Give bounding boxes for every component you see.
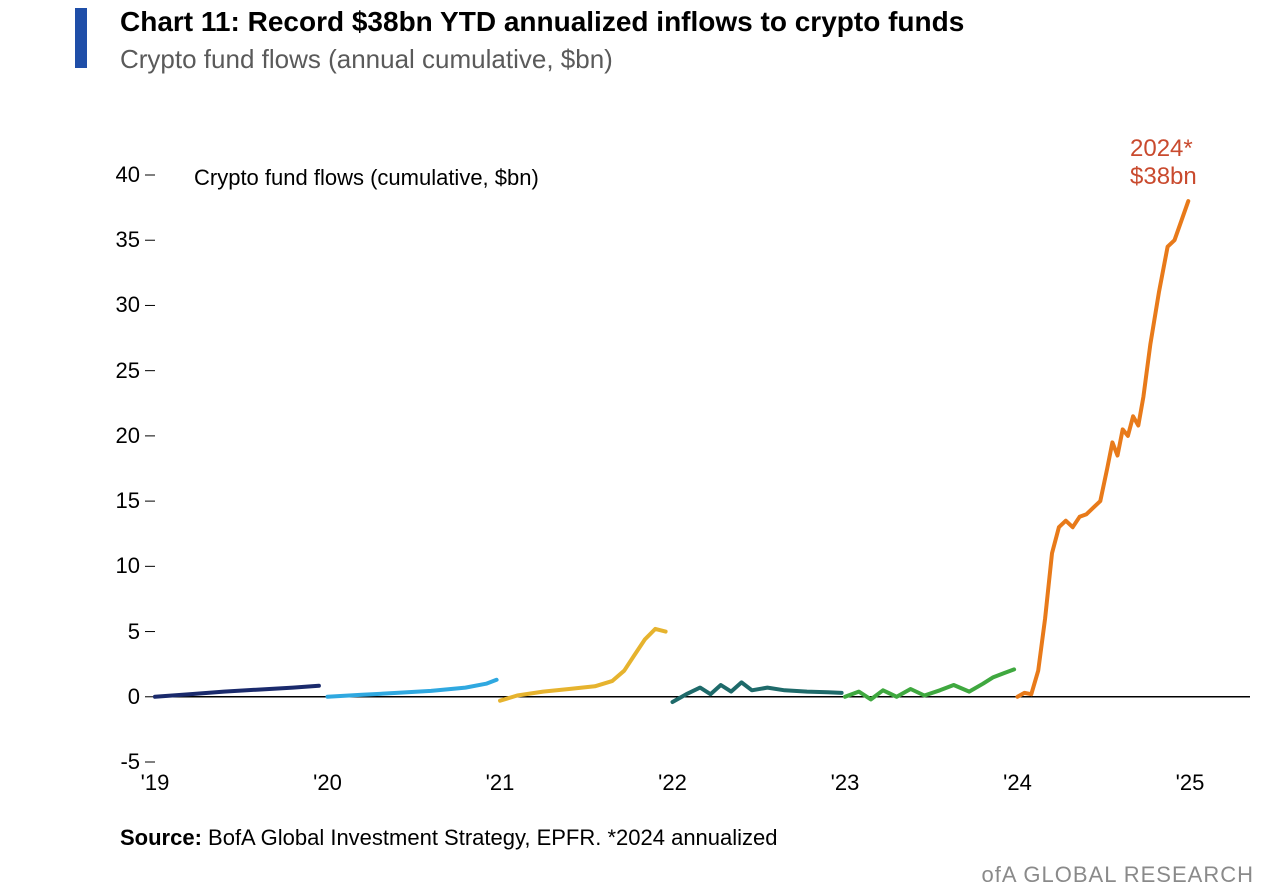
x-tick-label: '25 [1160,770,1220,796]
x-tick-label: '21 [470,770,530,796]
y-tick-label: 20 [80,423,140,449]
callout-value: $38bn [1130,163,1197,191]
y-tick-label: 5 [80,619,140,645]
source-line: Source: BofA Global Investment Strategy,… [120,825,778,851]
x-tick-label: '22 [643,770,703,796]
source-label: Source: [120,825,202,850]
y-tick-label: 35 [80,227,140,253]
callout-2024: 2024* $38bn [1130,135,1197,190]
y-tick-label: 40 [80,162,140,188]
chart-container: Chart 11: Record $38bn YTD annualized in… [0,0,1284,895]
y-tick-label: 0 [80,684,140,710]
x-tick-label: '24 [988,770,1048,796]
series-label: Crypto fund flows (cumulative, $bn) [194,165,539,191]
y-tick-label: 10 [80,553,140,579]
source-text: BofA Global Investment Strategy, EPFR. *… [202,825,778,850]
brand-text: ofA GLOBAL RESEARCH [981,862,1254,888]
chart-plot [0,0,1284,895]
y-tick-label: 30 [80,292,140,318]
y-tick-label: 25 [80,358,140,384]
callout-year: 2024* [1130,135,1197,163]
x-tick-label: '19 [125,770,185,796]
y-tick-label: 15 [80,488,140,514]
x-tick-label: '20 [298,770,358,796]
x-tick-label: '23 [815,770,875,796]
